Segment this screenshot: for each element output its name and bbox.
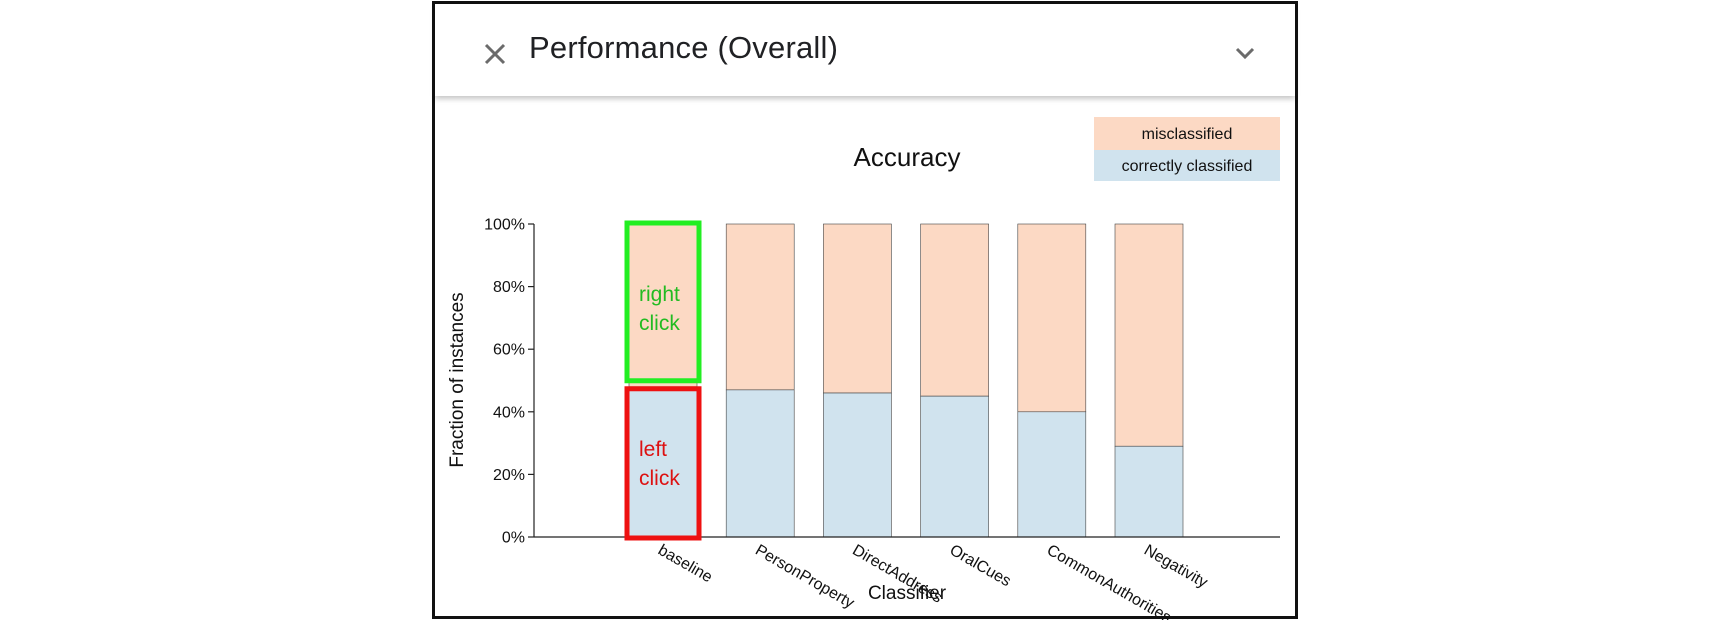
y-tick-label: 100% [484, 217, 525, 234]
left-click-annotation: left [639, 438, 667, 461]
y-tick-label: 0% [502, 530, 525, 547]
bar-correctly-classified[interactable] [920, 395, 989, 538]
chevron-down-icon[interactable] [1229, 37, 1261, 69]
bar-misclassified[interactable] [920, 223, 989, 397]
x-axis-label: Classifier [868, 583, 947, 604]
legend-label-correct: correctly classified [1122, 158, 1253, 175]
panel-header: Performance (Overall) [435, 4, 1295, 96]
left-click-annotation: click [639, 467, 680, 490]
x-tick-label: baseline [655, 542, 715, 587]
legend-label-misclassified: misclassified [1142, 126, 1233, 143]
y-tick-label: 40% [493, 404, 525, 421]
x-tick-label: PersonProperty [752, 542, 857, 612]
right-click-highlight [624, 220, 702, 384]
bar-misclassified[interactable] [725, 223, 795, 391]
bar-correctly-classified[interactable] [725, 389, 795, 538]
bar-correctly-classified[interactable] [823, 392, 892, 538]
y-axis-label: Fraction of instances [447, 292, 468, 467]
right-click-annotation: click [639, 312, 680, 335]
chart-title: Accuracy [854, 142, 961, 172]
legend-swatch-correct [1094, 150, 1280, 181]
bar-misclassified[interactable] [1017, 223, 1087, 413]
y-tick-label: 80% [493, 279, 525, 296]
y-tick-label: 20% [493, 467, 525, 484]
legend-swatch-misclassified [1094, 117, 1280, 150]
x-tick-label: OralCues [947, 542, 1014, 591]
right-click-annotation: right [639, 283, 680, 306]
close-icon[interactable] [477, 36, 513, 72]
bar-misclassified[interactable] [1114, 223, 1184, 447]
bar-correctly-classified[interactable] [1017, 411, 1087, 538]
bar-misclassified[interactable] [628, 223, 698, 388]
left-click-highlight [624, 386, 702, 541]
bar-misclassified[interactable] [823, 223, 892, 394]
y-tick-label: 60% [493, 342, 525, 359]
bar-correctly-classified[interactable] [628, 386, 698, 538]
x-tick-label: Negativity [1141, 542, 1210, 592]
bar-correctly-classified[interactable] [1114, 445, 1184, 538]
panel-title: Performance (Overall) [529, 30, 839, 65]
